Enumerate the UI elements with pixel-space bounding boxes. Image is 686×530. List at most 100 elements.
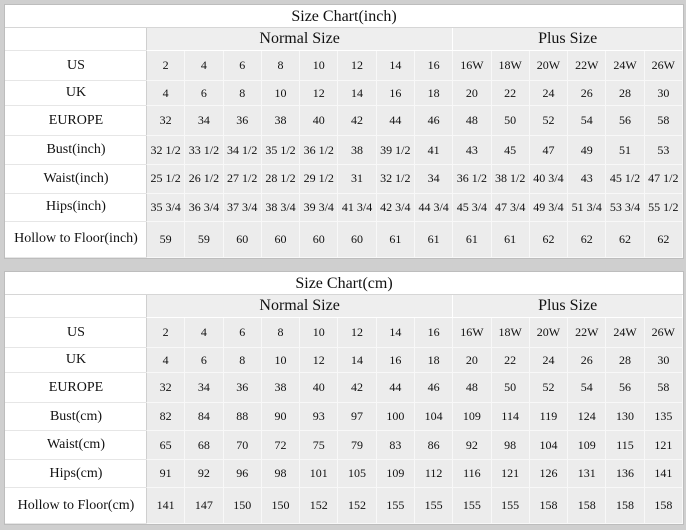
size-cell: 61 bbox=[452, 220, 492, 259]
corner-cell bbox=[5, 294, 147, 318]
size-cell: 150 bbox=[260, 487, 301, 524]
size-cell: 109 bbox=[452, 402, 492, 431]
size-cell: 56 bbox=[605, 105, 645, 137]
size-cell: 60 bbox=[260, 220, 301, 259]
size-cell: 26W bbox=[643, 50, 684, 82]
size-cell: 18 bbox=[413, 347, 454, 373]
size-cell: 62 bbox=[605, 220, 645, 259]
size-cell: 12 bbox=[299, 347, 339, 373]
size-cell: 10 bbox=[260, 80, 301, 107]
size-cell: 90 bbox=[260, 402, 301, 431]
size-cell: 37 3/4 bbox=[222, 192, 262, 222]
row-label: Waist(cm) bbox=[5, 430, 147, 460]
table-row: Hips(cm) 91 92 96 98 101 105 109 112 116 121 126 131… bbox=[5, 459, 684, 488]
size-cell: 6 bbox=[184, 80, 224, 107]
size-cell: 49 bbox=[567, 135, 607, 165]
row-label: Bust(inch) bbox=[5, 135, 147, 165]
size-cell: 62 bbox=[567, 220, 607, 259]
size-cell: 47 3/4 bbox=[490, 192, 530, 222]
size-cell: 22W bbox=[567, 50, 607, 82]
size-cell: 34 1/2 bbox=[222, 135, 262, 165]
size-cell: 32 1/2 bbox=[375, 163, 415, 194]
size-cell: 54 bbox=[567, 105, 607, 137]
size-cell: 30 bbox=[643, 80, 684, 107]
table-row: Bust(cm) 82 84 88 90 93 97 100 104 109 114 119 124 13… bbox=[5, 402, 684, 431]
size-cell: 36 1/2 bbox=[452, 163, 492, 194]
size-cell: 155 bbox=[413, 487, 454, 524]
size-cell: 32 bbox=[145, 105, 186, 137]
size-cell: 38 1/2 bbox=[490, 163, 530, 194]
table-row: UK 4 6 8 10 12 14 16 18 20 22 24 26 28 30 bbox=[5, 80, 684, 107]
size-cell: 50 bbox=[490, 105, 530, 137]
size-cell: 26W bbox=[643, 317, 684, 348]
size-cell: 36 3/4 bbox=[184, 192, 224, 222]
size-cell: 62 bbox=[643, 220, 684, 259]
size-cell: 36 1/2 bbox=[299, 135, 339, 165]
size-cell: 59 bbox=[184, 220, 224, 259]
size-cell: 4 bbox=[184, 317, 224, 348]
size-cell: 158 bbox=[643, 487, 684, 524]
size-cell: 61 bbox=[490, 220, 530, 259]
size-cell: 6 bbox=[222, 317, 262, 348]
size-cell: 147 bbox=[184, 487, 224, 524]
size-cell: 22 bbox=[490, 80, 530, 107]
size-table: Size Chart(inch) Normal Size Plus Size US 2 4… bbox=[5, 4, 684, 259]
row-label: Hips(inch) bbox=[5, 192, 147, 222]
size-cell: 97 bbox=[337, 402, 377, 431]
size-cell: 49 3/4 bbox=[528, 192, 569, 222]
size-cell: 32 1/2 bbox=[145, 135, 186, 165]
size-cell: 34 bbox=[184, 105, 224, 137]
size-cell: 6 bbox=[222, 50, 262, 82]
size-cell: 109 bbox=[375, 459, 415, 488]
size-cell: 36 bbox=[222, 372, 262, 403]
size-cell: 18W bbox=[490, 50, 530, 82]
size-cell: 53 bbox=[643, 135, 684, 165]
size-cell: 8 bbox=[222, 80, 262, 107]
size-cell: 24 bbox=[528, 347, 569, 373]
size-cell: 28 bbox=[605, 347, 645, 373]
size-cell: 104 bbox=[413, 402, 454, 431]
size-cell: 26 bbox=[567, 80, 607, 107]
size-cell: 93 bbox=[299, 402, 339, 431]
size-cell: 158 bbox=[605, 487, 645, 524]
row-label: Hollow to Floor(inch) bbox=[5, 220, 147, 259]
size-cell: 35 3/4 bbox=[145, 192, 186, 222]
size-cell: 119 bbox=[528, 402, 569, 431]
size-cell: 152 bbox=[299, 487, 339, 524]
size-cell: 16 bbox=[413, 50, 454, 82]
size-cell: 52 bbox=[528, 105, 569, 137]
size-cell: 12 bbox=[337, 317, 377, 348]
size-cell: 105 bbox=[337, 459, 377, 488]
size-cell: 135 bbox=[643, 402, 684, 431]
table-row: Hollow to Floor(cm) 141 147 150 150 152 152 155… bbox=[5, 487, 684, 524]
size-cell: 53 3/4 bbox=[605, 192, 645, 222]
size-cell: 16 bbox=[413, 317, 454, 348]
size-cell: 2 bbox=[145, 317, 186, 348]
size-cell: 58 bbox=[643, 105, 684, 137]
size-cell: 18W bbox=[490, 317, 530, 348]
size-cell: 36 bbox=[222, 105, 262, 137]
size-cell: 14 bbox=[337, 347, 377, 373]
size-cell: 56 bbox=[605, 372, 645, 403]
size-cell: 54 bbox=[567, 372, 607, 403]
size-cell: 10 bbox=[260, 347, 301, 373]
size-cell: 101 bbox=[299, 459, 339, 488]
size-cell: 42 bbox=[337, 372, 377, 403]
size-cell: 4 bbox=[145, 80, 186, 107]
size-cell: 79 bbox=[337, 430, 377, 460]
chart-title: Size Chart(inch) bbox=[5, 4, 683, 29]
size-cell: 16W bbox=[452, 50, 492, 82]
size-cell: 61 bbox=[413, 220, 454, 259]
size-cell: 141 bbox=[145, 487, 186, 524]
size-cell: 43 bbox=[567, 163, 607, 194]
size-cell: 22W bbox=[567, 317, 607, 348]
size-cell: 24W bbox=[605, 50, 645, 82]
size-cell: 82 bbox=[145, 402, 186, 431]
size-cell: 16 bbox=[375, 80, 415, 107]
size-cell: 83 bbox=[375, 430, 415, 460]
size-cell: 60 bbox=[299, 220, 339, 259]
size-cell: 62 bbox=[528, 220, 569, 259]
size-cell: 61 bbox=[375, 220, 415, 259]
size-cell: 14 bbox=[337, 80, 377, 107]
size-cell: 14 bbox=[375, 317, 415, 348]
